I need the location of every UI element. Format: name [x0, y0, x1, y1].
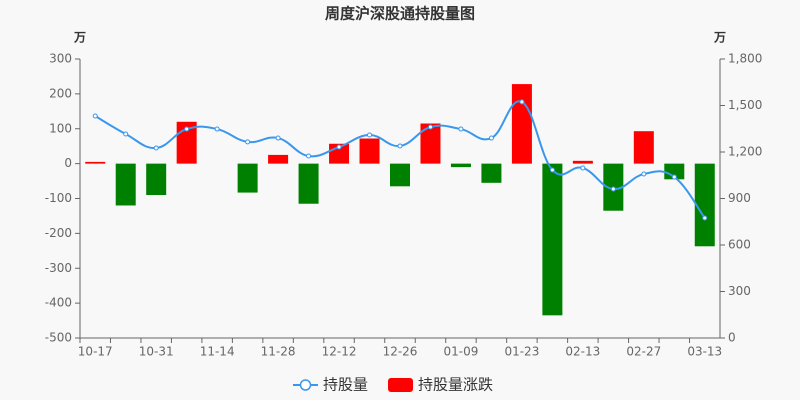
bar — [390, 163, 410, 187]
x-tick-label: 02-27 — [626, 345, 661, 359]
y2-tick-label: 900 — [728, 191, 751, 205]
bar — [694, 163, 715, 247]
y2-tick-label: 1,500 — [728, 98, 762, 112]
x-tick-label: 02-13 — [565, 345, 600, 359]
y-tick-label: -400 — [45, 296, 72, 310]
line-point — [549, 167, 555, 173]
y2-tick-label: 1,200 — [728, 145, 762, 159]
bar — [572, 160, 593, 164]
y-tick-label: 200 — [49, 86, 72, 100]
legend-icon — [388, 378, 414, 392]
line-point — [367, 132, 373, 138]
y-tick-label: -100 — [45, 191, 72, 205]
bar — [298, 163, 319, 204]
bar — [664, 163, 685, 180]
legend-icon — [299, 379, 312, 391]
line-point — [306, 153, 312, 159]
line-point — [245, 139, 251, 145]
bar — [542, 163, 563, 316]
y2-tick-label: 600 — [728, 238, 751, 252]
line-point — [641, 171, 647, 177]
line-point — [519, 99, 525, 105]
x-tick-label: 01-09 — [444, 345, 479, 359]
x-tick-label: 12-12 — [322, 345, 357, 359]
line-point — [610, 186, 616, 192]
line-point — [184, 126, 190, 132]
line-point — [488, 135, 494, 141]
line-point — [214, 126, 220, 132]
bar — [633, 131, 654, 164]
x-tick-label: 12-26 — [383, 345, 418, 359]
line-point — [275, 135, 281, 141]
x-tick-label: 01-23 — [504, 345, 539, 359]
y-tick-label: 0 — [64, 156, 72, 170]
chart-title: 周度沪深股通持股量图 — [325, 5, 475, 23]
bar — [359, 138, 380, 164]
x-tick-label: 11-28 — [261, 345, 296, 359]
legend-label: 持股量涨跌 — [418, 376, 493, 394]
bar — [237, 163, 258, 193]
x-tick-label: 11-14 — [200, 345, 235, 359]
line-point — [580, 165, 586, 171]
bar — [146, 163, 167, 196]
y2-tick-label: 0 — [728, 331, 736, 345]
line-point — [123, 131, 129, 137]
line-point — [458, 126, 464, 132]
bar — [420, 123, 441, 164]
bar — [450, 163, 471, 168]
bar — [268, 154, 289, 164]
bar — [115, 163, 136, 206]
legend-label: 持股量 — [323, 376, 368, 394]
line-point — [671, 174, 677, 180]
line-point — [702, 215, 708, 221]
y2-unit: 万 — [713, 31, 726, 45]
x-tick-label: 03-13 — [687, 345, 722, 359]
y-tick-label: -500 — [45, 331, 72, 345]
y-tick-label: 300 — [49, 52, 72, 66]
line-point — [427, 124, 433, 130]
y-tick-label: -200 — [45, 226, 72, 240]
bar — [481, 163, 502, 183]
x-tick-label: 10-17 — [78, 345, 113, 359]
line-point — [153, 145, 159, 151]
line-point — [397, 143, 403, 149]
y-unit: 万 — [73, 31, 86, 45]
line-point — [92, 113, 98, 119]
bar — [511, 84, 532, 164]
x-tick-label: 10-31 — [139, 345, 174, 359]
bar — [85, 161, 106, 164]
y2-tick-label: 300 — [728, 284, 751, 298]
y-tick-label: 100 — [49, 121, 72, 135]
line-point — [336, 144, 342, 150]
y-tick-label: -300 — [45, 261, 72, 275]
y2-tick-label: 1,800 — [728, 52, 762, 66]
